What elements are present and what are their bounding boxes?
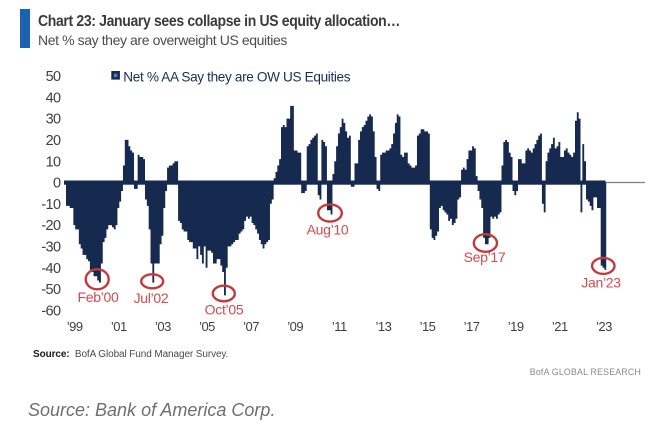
svg-text:-10: -10 [41, 197, 61, 213]
svg-text:Oct’05: Oct’05 [205, 302, 244, 318]
svg-text:’09: ’09 [287, 319, 303, 334]
svg-text:10: 10 [46, 154, 61, 170]
svg-text:’21: ’21 [552, 319, 568, 334]
svg-text:’01: ’01 [111, 319, 127, 334]
svg-text:Jul’02: Jul’02 [134, 290, 169, 306]
svg-text:’03: ’03 [155, 319, 171, 334]
svg-text:’13: ’13 [375, 319, 391, 334]
svg-text:Sep’17: Sep’17 [464, 249, 506, 265]
svg-text:’11: ’11 [332, 319, 347, 334]
svg-text:30: 30 [46, 112, 61, 128]
svg-text:Net % AA Say they are OW US Eq: Net % AA Say they are OW US Equities [123, 69, 350, 84]
svg-text:’15: ’15 [420, 319, 436, 334]
svg-text:’07: ’07 [243, 319, 259, 334]
svg-text:-30: -30 [41, 240, 61, 256]
svg-text:0: 0 [53, 176, 61, 192]
svg-text:20: 20 [46, 133, 61, 149]
svg-text:’17: ’17 [464, 319, 480, 334]
svg-text:50: 50 [46, 69, 61, 85]
svg-text:-50: -50 [41, 282, 61, 298]
svg-text:-60: -60 [41, 303, 61, 319]
svg-text:-40: -40 [41, 261, 61, 277]
svg-text:Aug’10: Aug’10 [307, 222, 349, 238]
svg-text:Feb’00: Feb’00 [77, 289, 119, 305]
svg-text:’19: ’19 [508, 319, 524, 334]
svg-text:’99: ’99 [67, 319, 83, 334]
svg-text:’05: ’05 [199, 319, 215, 334]
svg-text:Jan’23: Jan’23 [581, 275, 621, 291]
svg-text:40: 40 [46, 90, 61, 106]
svg-text:’23: ’23 [596, 319, 612, 334]
svg-text:-20: -20 [41, 218, 61, 234]
